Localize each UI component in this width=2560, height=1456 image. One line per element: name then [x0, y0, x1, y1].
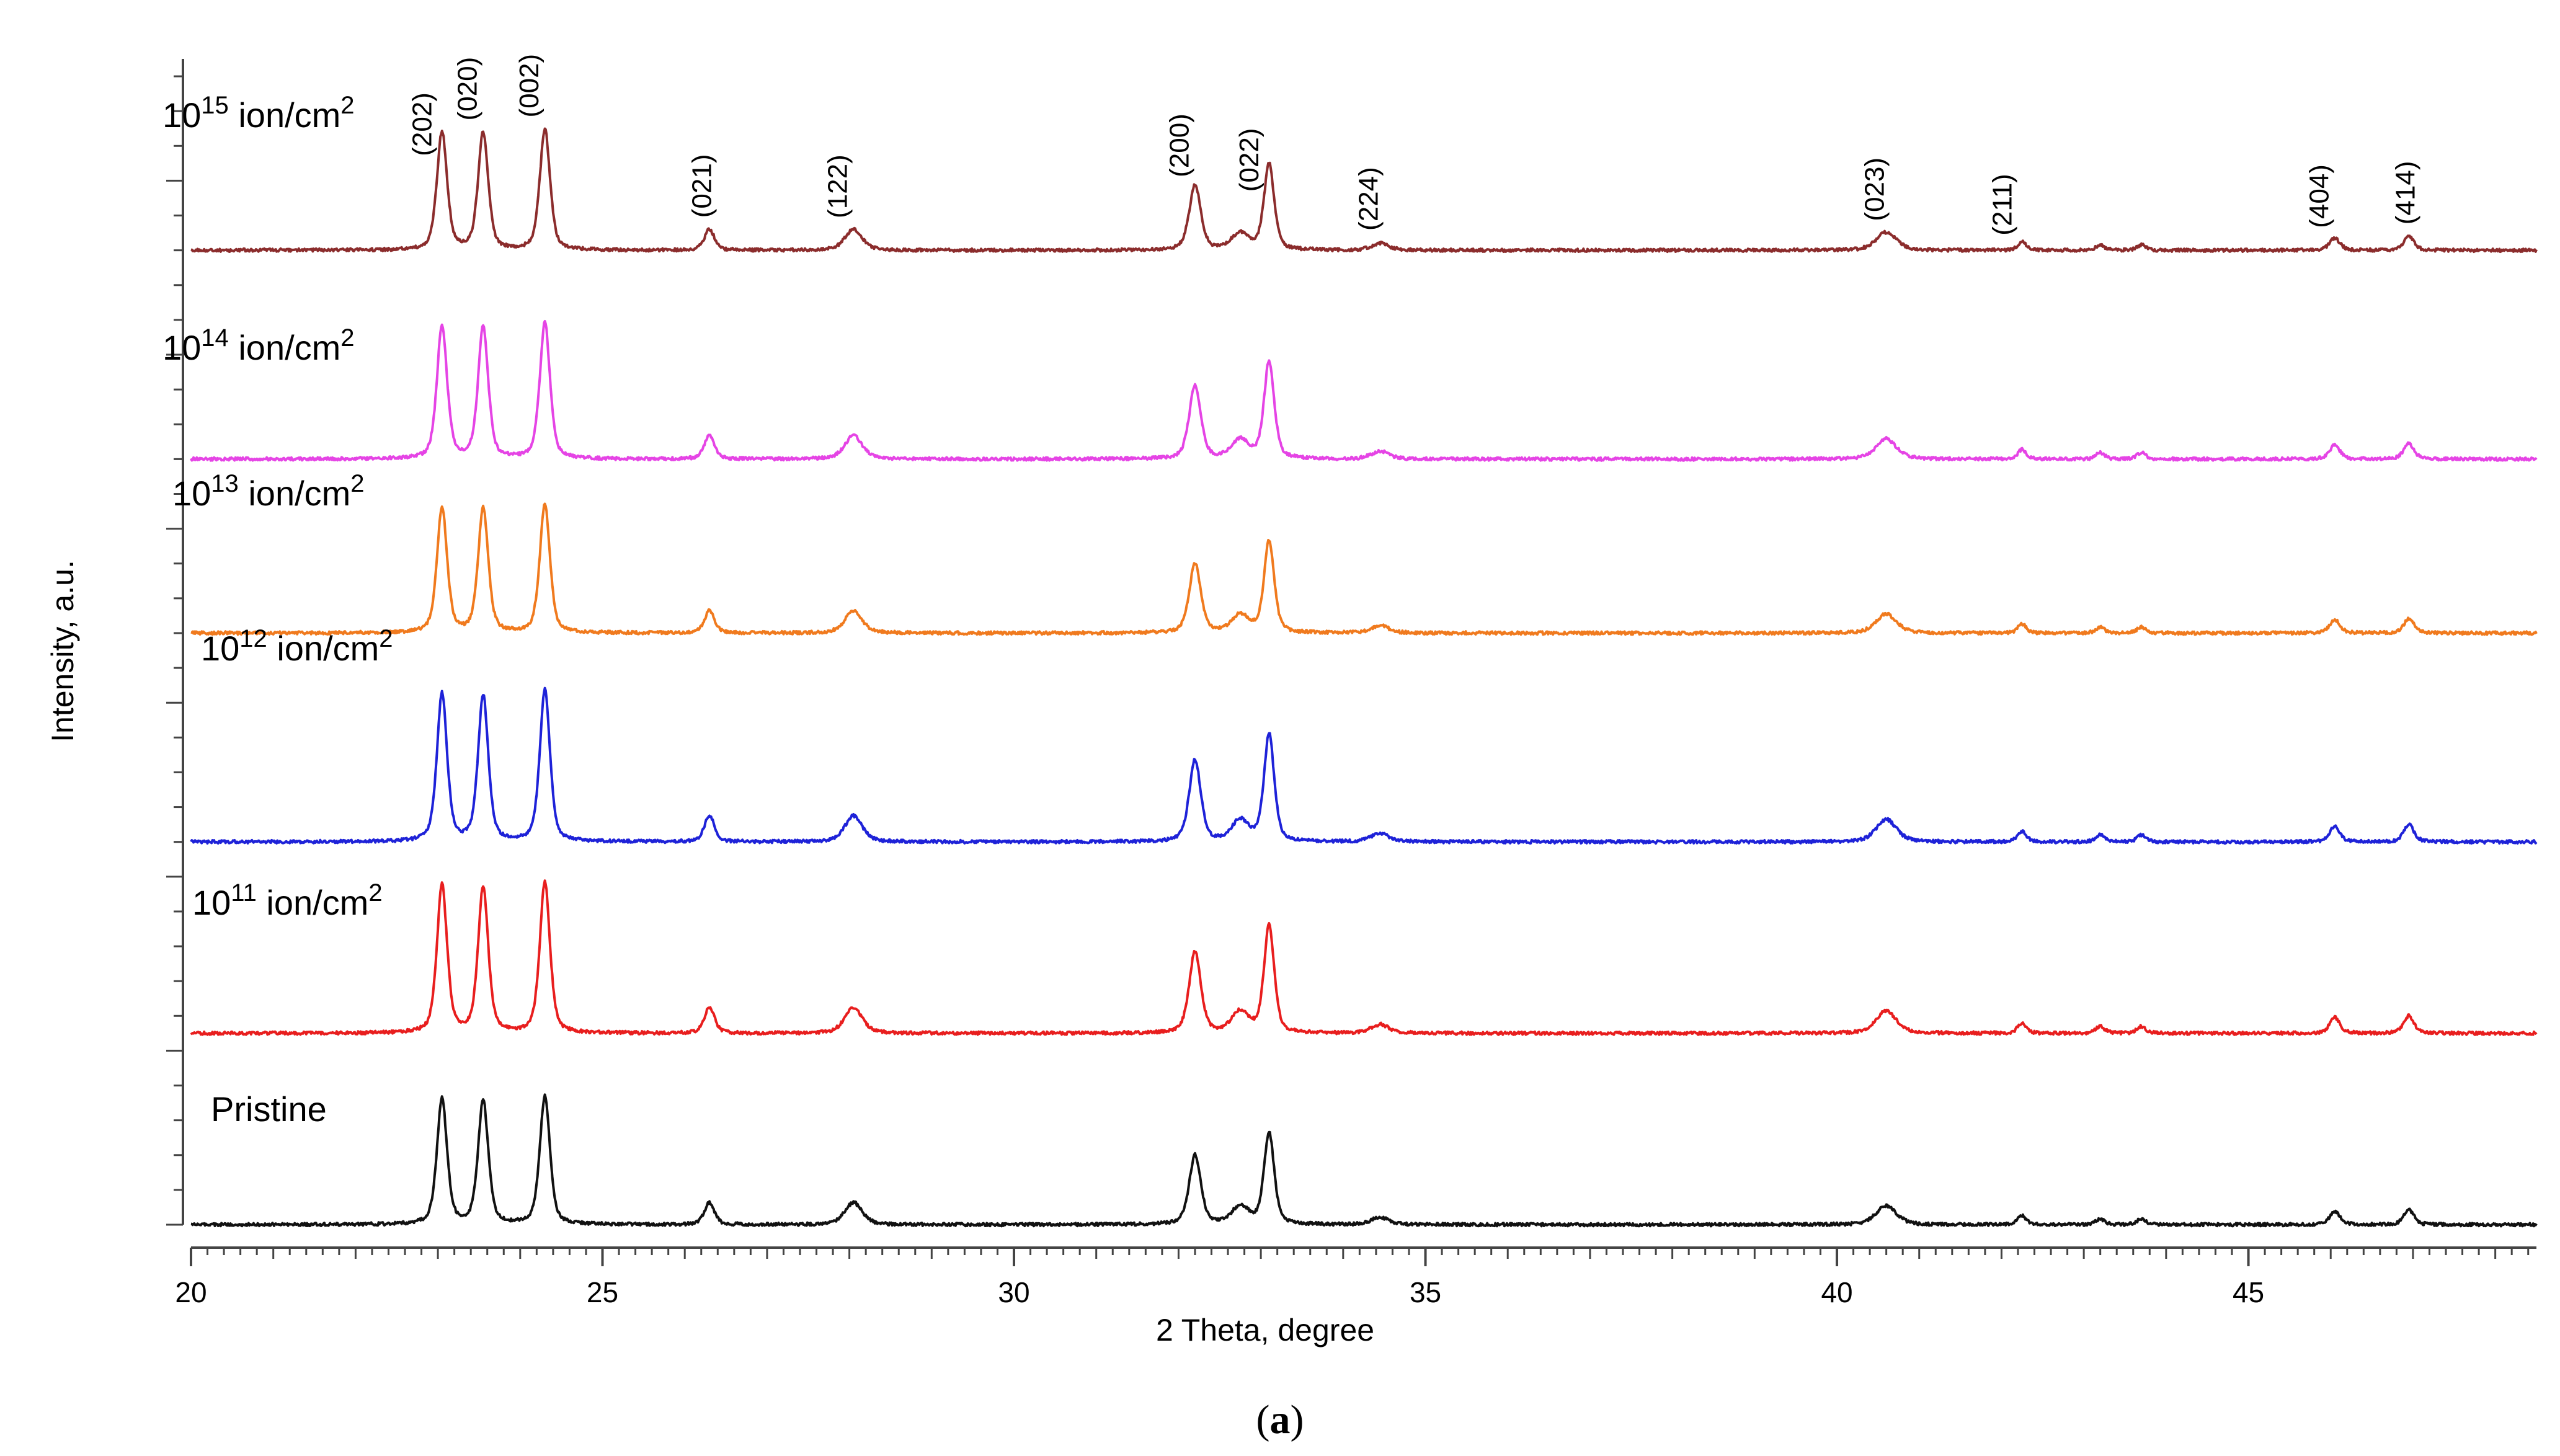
miller-index-label: (224) — [1354, 167, 1384, 231]
caption-open: ( — [1256, 1397, 1270, 1442]
x-ticks: 20 25 30 35 40 45 — [175, 1248, 2530, 1308]
x-tick-label: 40 — [1821, 1276, 1852, 1308]
x-tick-label: 20 — [175, 1276, 207, 1308]
series-labels: 1015 ion/cm2 1014 ion/cm2 1013 ion/cm2 1012… — [162, 92, 393, 1129]
series-label: 1011 ion/cm2 — [192, 879, 383, 922]
miller-index-label: (021) — [687, 154, 718, 218]
series-line — [190, 686, 2538, 845]
miller-index-label: (202) — [407, 92, 438, 156]
x-tick-label: 35 — [1410, 1276, 1441, 1308]
series-label: 1014 ion/cm2 — [162, 324, 355, 367]
series-label: 1015 ion/cm2 — [162, 92, 355, 135]
series-label: 1012 ion/cm2 — [201, 625, 393, 668]
x-axis-title: 2 Theta, degree — [1156, 1313, 1374, 1347]
y-axis-title: Intensity, a.u. — [45, 560, 80, 742]
miller-index-label: (023) — [1860, 158, 1890, 221]
figure-caption: (a) — [0, 1396, 2560, 1444]
miller-index-label: (211) — [1987, 174, 2017, 235]
miller-index-label: (002) — [514, 54, 544, 118]
y-ticks — [166, 75, 183, 1226]
miller-index-label: (414) — [2391, 161, 2421, 225]
series-label: 1013 ion/cm2 — [172, 470, 365, 513]
series-line — [190, 1093, 2538, 1228]
series-line — [190, 319, 2538, 462]
x-tick-label: 30 — [998, 1276, 1029, 1308]
x-tick-label: 45 — [2233, 1276, 2264, 1308]
series-group — [190, 127, 2538, 1228]
miller-index-label: (200) — [1164, 113, 1194, 177]
x-tick-label: 25 — [587, 1276, 618, 1308]
series-label: Pristine — [211, 1090, 327, 1129]
series-line — [190, 502, 2538, 636]
miller-index-label: (122) — [823, 154, 853, 218]
series-line — [190, 879, 2538, 1036]
series-line — [190, 127, 2538, 254]
caption-close: ) — [1290, 1397, 1304, 1442]
caption-letter: a — [1269, 1397, 1291, 1442]
miller-index-label: (022) — [1234, 128, 1264, 192]
miller-index-label: (404) — [2304, 164, 2334, 228]
peak-labels: (202) (020) (002) (021) (122) (200) (022) (224)… — [407, 54, 2421, 236]
axes — [182, 59, 2536, 1249]
miller-index-label: (020) — [453, 57, 483, 121]
